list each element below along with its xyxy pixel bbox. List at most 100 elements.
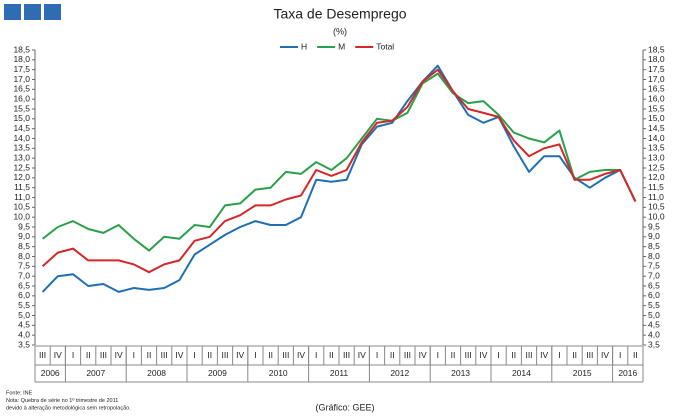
y2-tick-label: 14,0: [648, 133, 665, 143]
series-line: [41, 72, 637, 252]
y2-tick-label: 12,0: [648, 172, 665, 182]
y2-tick-label: 7,0: [648, 270, 660, 280]
y2-tick-label: 15,5: [648, 103, 665, 113]
x-tick-label: IV: [236, 350, 244, 360]
x-tick-label: III: [404, 350, 411, 360]
y-tick-label: 6,5: [18, 280, 30, 290]
y2-tick-label: 12,5: [648, 162, 665, 172]
y-tick-label: 13,5: [13, 143, 30, 153]
x-tick-label: III: [343, 350, 350, 360]
x-tick-label: I: [497, 350, 499, 360]
credit: (Gráfico: GEE): [315, 402, 374, 412]
y2-tick-label: 13,5: [648, 143, 665, 153]
x-tick-label: I: [558, 350, 560, 360]
y-tick-label: 18,5: [13, 44, 30, 54]
year-label: 2008: [147, 368, 166, 378]
x-tick-label: III: [525, 350, 532, 360]
legend-label: M: [338, 41, 345, 51]
y2-tick-label: 6,5: [648, 280, 660, 290]
y2-tick-label: 13,0: [648, 152, 665, 162]
y-tick-label: 14,5: [13, 123, 30, 133]
year-label: 2011: [330, 368, 349, 378]
y2-tick-label: 15,0: [648, 113, 665, 123]
year-label: 2016: [618, 368, 637, 378]
y-tick-label: 9,5: [18, 221, 30, 231]
y2-tick-label: 6,0: [648, 290, 660, 300]
x-tick-label: II: [451, 350, 456, 360]
chart-subtitle: (%): [333, 26, 347, 36]
y2-tick-label: 8,0: [648, 251, 660, 261]
x-tick-label: IV: [358, 350, 366, 360]
x-tick-label: III: [586, 350, 593, 360]
x-tick-label: I: [254, 350, 256, 360]
logo-block: [44, 4, 61, 20]
footnote: Fonte: INE: [6, 390, 33, 396]
y2-tick-label: 4,0: [648, 329, 660, 339]
x-tick-label: II: [147, 350, 152, 360]
y-tick-label: 6,0: [18, 290, 30, 300]
x-tick-label: I: [437, 350, 439, 360]
y2-tick-label: 9,5: [648, 221, 660, 231]
x-tick-label: IV: [54, 350, 62, 360]
x-tick-label: III: [161, 350, 168, 360]
x-tick-label: III: [282, 350, 289, 360]
legend-label: H: [301, 41, 307, 51]
x-tick-label: II: [86, 350, 91, 360]
logo-block: [24, 4, 41, 20]
y-tick-label: 12,5: [13, 162, 30, 172]
y-tick-label: 5,5: [18, 300, 30, 310]
x-tick-label: II: [207, 350, 212, 360]
legend-label: Total: [376, 41, 394, 51]
logo-block: [4, 4, 21, 20]
x-tick-label: IV: [540, 350, 548, 360]
chart-title: Taxa de Desemprego: [273, 6, 406, 22]
x-tick-label: IV: [115, 350, 123, 360]
y-tick-label: 15,0: [13, 113, 30, 123]
y-tick-label: 13,0: [13, 152, 30, 162]
y-tick-label: 4,0: [18, 329, 30, 339]
y-tick-label: 8,0: [18, 251, 30, 261]
y-tick-label: 7,0: [18, 270, 30, 280]
x-tick-label: II: [633, 350, 638, 360]
footnote: Nota: Quebra de série no 1º trimestre de…: [6, 397, 118, 404]
x-tick-label: III: [221, 350, 228, 360]
year-label: 2013: [451, 368, 470, 378]
y2-tick-label: 17,5: [648, 64, 665, 74]
y-tick-label: 4,5: [18, 320, 30, 330]
x-tick-label: III: [100, 350, 107, 360]
y-tick-label: 11,5: [14, 182, 30, 192]
x-tick-label: I: [72, 350, 74, 360]
y2-tick-label: 16,5: [648, 84, 665, 94]
y-tick-label: 9,0: [18, 231, 30, 241]
y-tick-label: 18,0: [13, 54, 30, 64]
year-label: 2010: [269, 368, 288, 378]
x-tick-label: III: [39, 350, 46, 360]
y-tick-label: 5,0: [18, 310, 30, 320]
year-label: 2007: [86, 368, 105, 378]
y2-tick-label: 10,5: [648, 202, 665, 212]
y-tick-label: 10,5: [13, 202, 30, 212]
y-tick-label: 8,5: [18, 241, 30, 251]
x-tick-label: II: [390, 350, 395, 360]
y-tick-label: 16,0: [13, 93, 30, 103]
y2-tick-label: 14,5: [648, 123, 665, 133]
x-tick-label: IV: [479, 350, 487, 360]
y-tick-label: 7,5: [18, 261, 30, 271]
y-tick-label: 14,0: [13, 133, 30, 143]
y2-tick-label: 5,0: [648, 310, 660, 320]
x-tick-label: I: [133, 350, 135, 360]
y-tick-label: 17,5: [13, 64, 30, 74]
x-tick-label: II: [268, 350, 273, 360]
series-line: [41, 68, 637, 274]
y2-tick-label: 18,5: [648, 44, 665, 54]
series-line: [41, 64, 637, 293]
y2-tick-label: 3,5: [648, 339, 660, 349]
year-label: 2009: [208, 368, 227, 378]
y2-tick-label: 9,0: [648, 231, 660, 241]
x-tick-label: I: [315, 350, 317, 360]
x-tick-label: IV: [297, 350, 305, 360]
x-tick-label: IV: [175, 350, 183, 360]
x-tick-label: III: [465, 350, 472, 360]
y2-tick-label: 8,5: [648, 241, 660, 251]
